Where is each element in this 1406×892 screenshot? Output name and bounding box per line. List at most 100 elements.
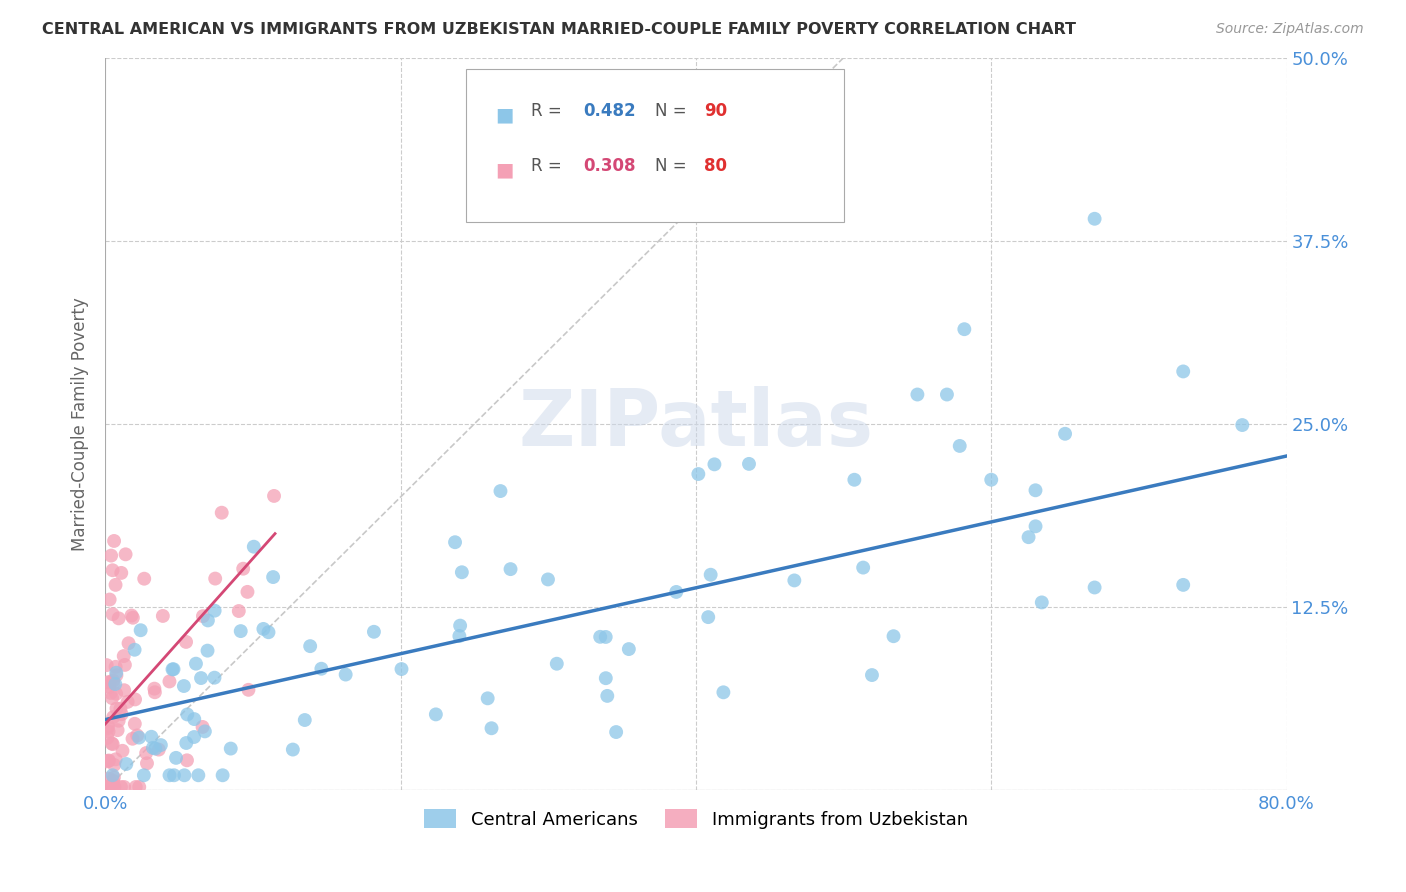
Point [110, 780, 132, 794]
Point [100, 736, 122, 750]
Point [176, 753, 198, 767]
Point [176, 707, 198, 722]
Point [104, 752, 127, 766]
Point [101, 773, 124, 788]
Point [738, 457, 761, 471]
Point [149, 738, 172, 752]
Point [107, 611, 129, 625]
Point [101, 710, 124, 724]
Point [121, 731, 143, 746]
Point [98, 675, 121, 690]
Point [105, 665, 128, 680]
Text: N =: N = [655, 102, 692, 120]
Point [100, 780, 122, 794]
Point [129, 624, 152, 638]
Point [191, 720, 214, 734]
Point [953, 322, 976, 336]
Text: ■: ■ [495, 161, 513, 179]
Point [132, 768, 155, 782]
Point [159, 768, 181, 782]
Point [112, 683, 135, 698]
Point [699, 567, 721, 582]
Point [197, 614, 219, 628]
Point [1173, 364, 1195, 378]
Point [252, 622, 274, 636]
Point [114, 657, 136, 672]
Point [605, 725, 627, 739]
Point [191, 609, 214, 624]
Point [110, 566, 132, 580]
Point [311, 662, 333, 676]
Point [105, 687, 128, 701]
Point [127, 728, 149, 742]
Point [97, 675, 120, 690]
Point [243, 540, 266, 554]
Point [98, 680, 121, 694]
Point [103, 758, 125, 772]
Point [97, 754, 120, 768]
Text: 0.308: 0.308 [583, 156, 636, 175]
Point [115, 757, 138, 772]
Point [97, 754, 120, 768]
Point [589, 630, 612, 644]
Point [595, 671, 617, 685]
Text: R =: R = [530, 102, 567, 120]
Point [100, 549, 122, 563]
Point [204, 572, 226, 586]
Point [184, 657, 207, 671]
Point [101, 778, 124, 792]
Point [238, 682, 260, 697]
Point [173, 679, 195, 693]
Point [299, 639, 322, 653]
Point [104, 578, 127, 592]
Point [883, 629, 905, 643]
Point [211, 506, 233, 520]
Point [257, 625, 280, 640]
Point [101, 768, 124, 782]
Point [159, 674, 181, 689]
Text: 0.482: 0.482 [583, 102, 637, 120]
Point [444, 535, 467, 549]
Point [204, 604, 226, 618]
FancyBboxPatch shape [465, 69, 844, 222]
Point [121, 608, 143, 623]
Point [136, 756, 159, 771]
Text: CENTRAL AMERICAN VS IMMIGRANTS FROM UZBEKISTAN MARRIED-COUPLE FAMILY POVERTY COR: CENTRAL AMERICAN VS IMMIGRANTS FROM UZBE… [42, 22, 1076, 37]
Point [111, 744, 134, 758]
Text: N =: N = [655, 156, 692, 175]
Point [110, 701, 132, 715]
Point [713, 685, 735, 699]
Point [96, 658, 118, 673]
Point [103, 780, 125, 794]
Point [96, 780, 118, 794]
Point [905, 387, 928, 401]
Point [194, 724, 217, 739]
Point [103, 676, 125, 690]
Point [152, 609, 174, 624]
Point [187, 768, 209, 782]
Point [114, 547, 136, 561]
Point [124, 642, 146, 657]
Point [852, 560, 875, 574]
Point [97, 719, 120, 733]
Text: Source: ZipAtlas.com: Source: ZipAtlas.com [1216, 22, 1364, 37]
Point [697, 610, 720, 624]
Point [117, 636, 139, 650]
Point [980, 473, 1002, 487]
Point [128, 780, 150, 794]
Point [281, 742, 304, 756]
Point [100, 686, 122, 700]
Point [617, 642, 640, 657]
Point [112, 648, 135, 663]
Point [294, 713, 316, 727]
Point [1084, 211, 1107, 226]
Point [117, 695, 139, 709]
Point [96, 721, 118, 735]
Point [595, 630, 617, 644]
Point [162, 662, 184, 676]
Point [134, 572, 156, 586]
Point [688, 467, 710, 481]
Point [197, 643, 219, 657]
Point [101, 737, 124, 751]
Point [363, 624, 385, 639]
